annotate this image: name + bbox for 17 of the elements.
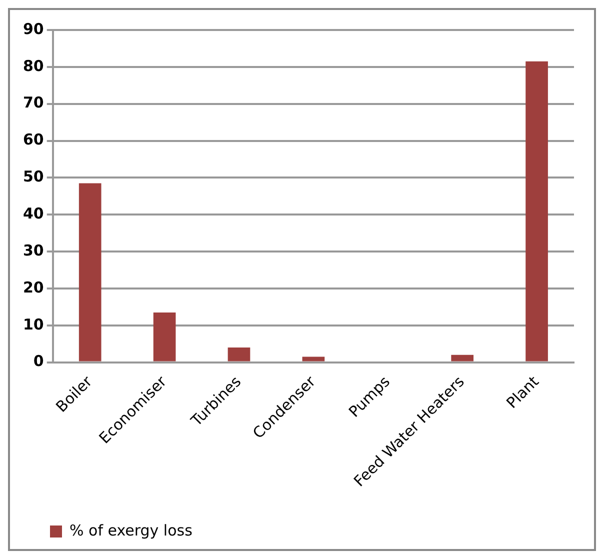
y-tick-label: 90 [23, 20, 44, 38]
y-tick-label: 20 [23, 278, 44, 296]
y-tick-label: 80 [23, 56, 44, 75]
y-tick-label: 10 [23, 315, 44, 334]
bar [228, 348, 250, 362]
bar [78, 183, 102, 362]
y-tick-label: 0 [33, 352, 44, 370]
bar [451, 354, 474, 362]
bar [526, 61, 548, 362]
bar [153, 312, 176, 362]
y-tick-label: 60 [23, 130, 44, 149]
y-tick-label: 30 [23, 241, 44, 260]
y-tick-label: 70 [23, 94, 44, 112]
y-tick-label: 50 [23, 168, 44, 186]
y-tick-label: 40 [23, 204, 44, 222]
legend-label: % of exergy loss [70, 521, 193, 540]
bar [302, 356, 325, 362]
